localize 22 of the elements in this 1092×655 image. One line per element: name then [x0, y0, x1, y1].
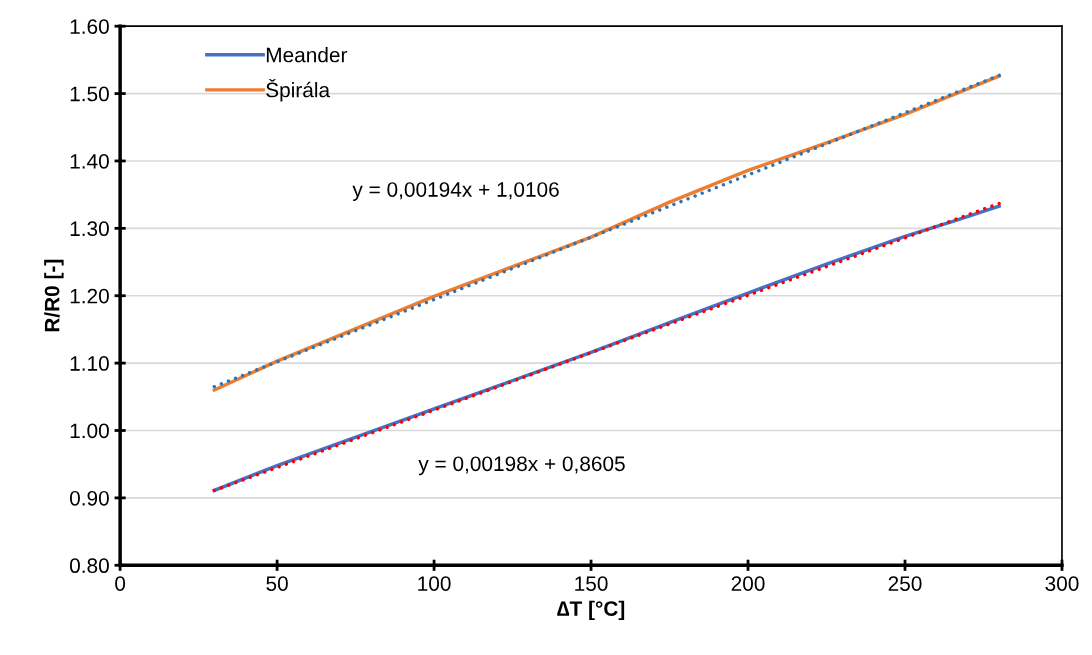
legend-label: Špirála — [266, 78, 331, 102]
y-tick-label: 1.10 — [70, 356, 109, 371]
y-tick-label: 1.50 — [70, 86, 109, 102]
y-tick-label: 1.30 — [70, 221, 109, 237]
annotation: y = 0,00198x + 0,8605 — [418, 456, 625, 476]
y-axis-title: R/R0 [-] — [44, 259, 64, 332]
x-axis-title: ∆T [°C] — [557, 600, 625, 621]
annotation: y = 0,00194x + 1,0106 — [352, 182, 559, 201]
x-tick-label: 0 — [115, 576, 126, 591]
y-tick-label: 1.60 — [70, 19, 109, 34]
x-tick-label: 50 — [266, 576, 288, 591]
y-tick-label: 1.20 — [70, 288, 109, 304]
y-tick-label: 0.90 — [69, 490, 109, 506]
y-tick-label: 1.00 — [70, 423, 109, 439]
x-tick-label: 300 — [1045, 576, 1079, 591]
x-tick-label: 100 — [418, 576, 451, 591]
x-tick-label: 250 — [888, 576, 922, 591]
y-tick-label: 0.80 — [69, 558, 109, 574]
x-tick-label: 200 — [731, 576, 765, 591]
y-tick-label: 1.40 — [70, 153, 109, 169]
x-tick-label: 150 — [575, 576, 608, 591]
legend-label: Meander — [266, 47, 348, 63]
